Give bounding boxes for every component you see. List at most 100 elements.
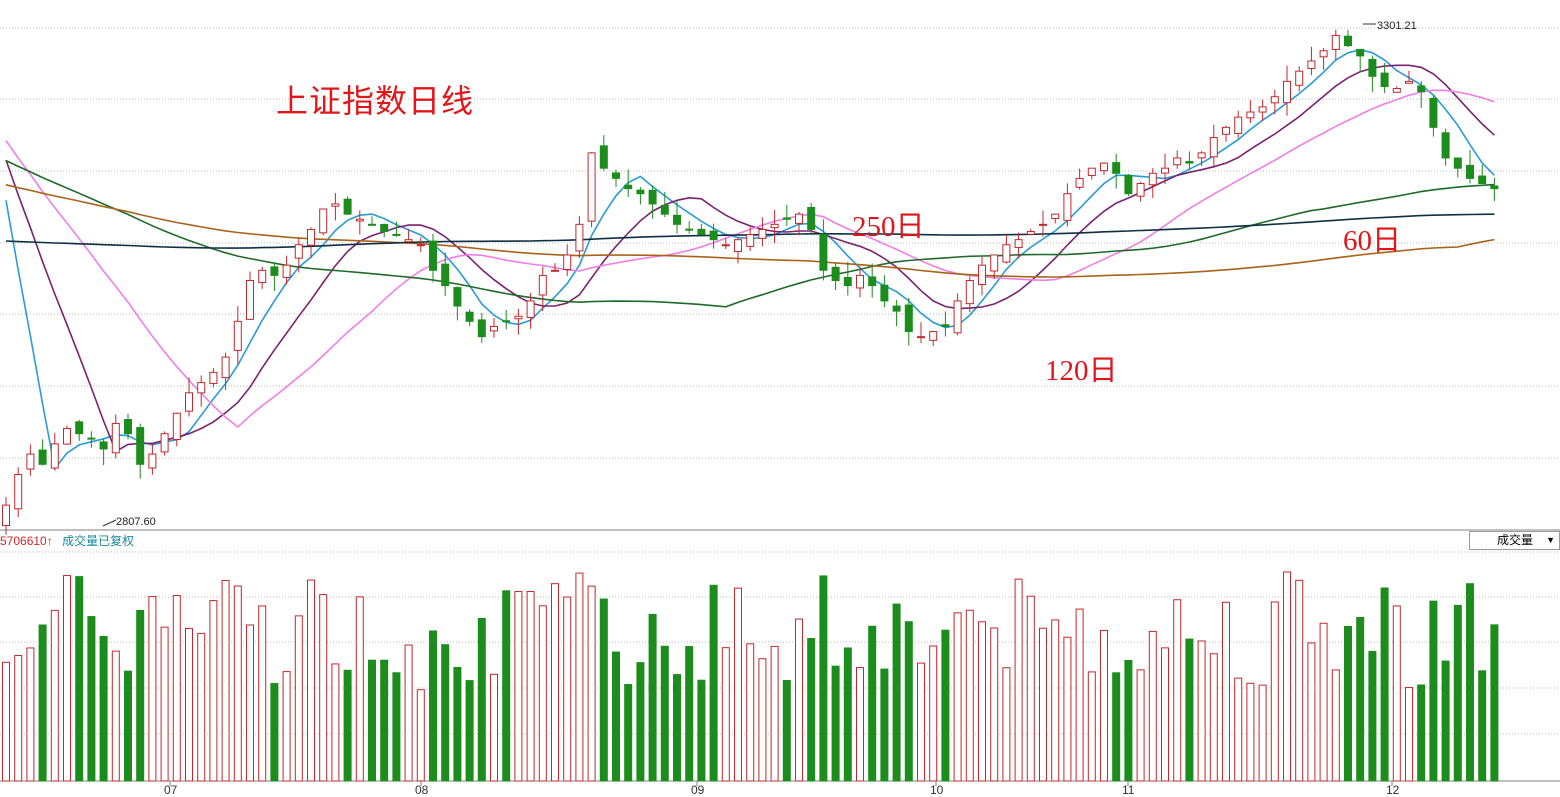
dropdown-arrow-icon: ▼: [1546, 535, 1555, 545]
volume-bar: [1185, 638, 1194, 782]
candle-body: [1466, 164, 1474, 179]
volume-bar: [1002, 667, 1011, 782]
volume-bar: [685, 646, 694, 782]
volume-bars: [2, 571, 1499, 782]
high-annotation: 3301.21: [1377, 20, 1417, 32]
candle-body: [965, 279, 974, 305]
candle-body: [1136, 182, 1145, 197]
candle-body: [1368, 58, 1377, 77]
candle-body: [990, 254, 999, 272]
candle-body: [1039, 223, 1047, 226]
candle-body: [1209, 137, 1218, 158]
candle-body: [197, 382, 206, 394]
candle-body: [563, 254, 572, 271]
candle-body: [1392, 88, 1401, 93]
low-annotation: 2807.60: [116, 516, 156, 528]
candle-body: [648, 189, 657, 205]
candle-body: [612, 172, 620, 179]
volume-bar: [477, 617, 486, 782]
candle-body: [1100, 162, 1108, 172]
candle-body: [465, 311, 474, 322]
volume-bar: [1112, 672, 1121, 782]
volume-bar: [1478, 670, 1487, 782]
ma250-label: 250日: [852, 211, 925, 243]
volume-bar: [441, 644, 450, 782]
volume-bar: [75, 576, 84, 782]
volume-bar: [795, 618, 803, 782]
volume-bar: [197, 632, 206, 782]
volume-bar: [697, 679, 706, 782]
candle-body: [1063, 193, 1072, 221]
candle-body: [477, 319, 486, 338]
volume-bar: [209, 600, 218, 782]
candle-body: [892, 305, 901, 312]
x-tick-label: 08: [415, 783, 429, 797]
volume-bar: [502, 590, 511, 782]
volume-bar: [282, 671, 291, 782]
candle-body: [1112, 162, 1121, 174]
candle-body: [1087, 167, 1096, 176]
ma60-label: 60日: [1343, 225, 1402, 257]
candle-body: [148, 453, 157, 469]
candle-body: [526, 300, 535, 318]
candle-body: [160, 433, 169, 453]
volume-bar: [1429, 600, 1438, 782]
volume-bar: [575, 572, 584, 782]
candle-body: [209, 371, 218, 384]
candle-body: [87, 437, 96, 440]
volume-bar: [1368, 650, 1377, 782]
candle-body: [673, 214, 681, 225]
volume-bar: [453, 666, 462, 782]
candle-body: [551, 269, 559, 272]
volume-bar: [624, 683, 633, 782]
candle-body: [1380, 72, 1389, 87]
volume-bar: [514, 591, 523, 782]
candle-body: [416, 244, 425, 247]
candle-body: [1283, 80, 1291, 104]
low-pointer: [102, 519, 117, 527]
candle-body: [770, 223, 779, 229]
candle-body: [856, 274, 864, 289]
ma120-label: 120日: [1045, 355, 1118, 387]
volume-bar: [941, 629, 950, 782]
volume-bar: [1392, 605, 1401, 782]
candle-body: [331, 203, 340, 207]
candle-body: [697, 228, 706, 236]
candle-body: [929, 331, 938, 341]
x-axis: 07 08 09 10 11 12: [164, 781, 1400, 797]
candle-body: [978, 264, 986, 286]
candle-body: [185, 392, 193, 412]
volume-bar: [770, 645, 779, 782]
volume-bar: [551, 583, 559, 782]
volume-bar: [526, 590, 535, 782]
candle-body: [307, 228, 315, 246]
candle-body: [904, 304, 913, 333]
volume-bar: [343, 669, 352, 782]
candle-body: [1319, 50, 1328, 58]
volume-bar: [1307, 642, 1316, 782]
candle-body: [819, 233, 828, 271]
candle-body: [1490, 185, 1499, 190]
volume-bar: [50, 609, 59, 782]
volume-bar: [1063, 636, 1072, 782]
volume-bar: [1380, 587, 1389, 782]
candle-body: [1246, 111, 1255, 119]
volume-bar: [1295, 579, 1304, 782]
candle-body: [660, 204, 669, 215]
ma120-line: [5, 184, 1495, 278]
indicator-select[interactable]: 成交量 ▼: [1469, 531, 1560, 550]
candle-body: [1051, 213, 1060, 219]
volume-bar: [1319, 622, 1328, 782]
volume-bar: [221, 579, 230, 782]
x-tick-label: 11: [1122, 783, 1135, 797]
candle-body: [63, 428, 71, 445]
candle-body: [1331, 34, 1340, 50]
volume-bar: [148, 596, 157, 782]
candle-body: [1453, 157, 1462, 169]
volume-bar: [404, 644, 413, 782]
candle-body: [1295, 70, 1304, 86]
volume-bar: [1417, 684, 1426, 782]
volume-bar: [1161, 647, 1169, 782]
candle-body: [233, 320, 242, 351]
candle-body: [368, 223, 376, 226]
